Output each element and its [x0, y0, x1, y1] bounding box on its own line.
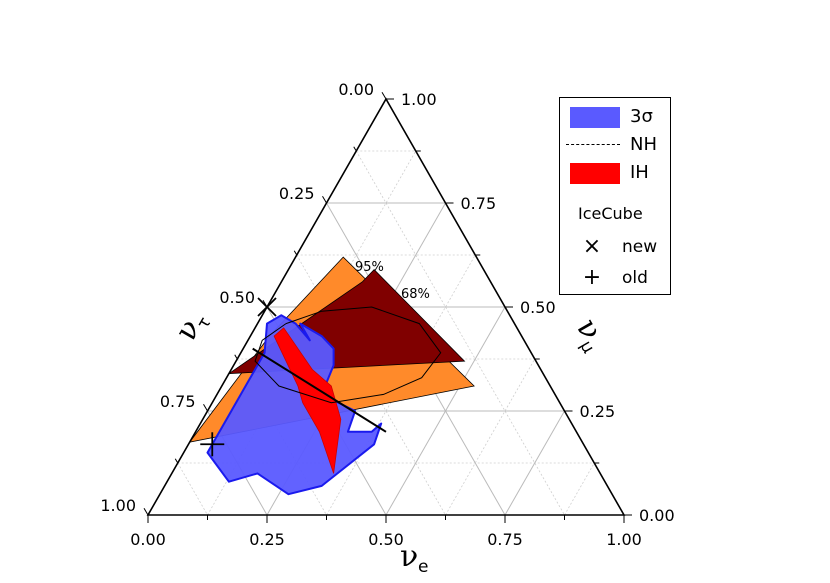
tick-label-bottom: 0.00 — [130, 530, 166, 549]
axis-title-right: ν μ — [569, 313, 608, 357]
marker-layer — [200, 297, 277, 457]
tick-left — [234, 354, 238, 360]
axis-title-bottom-symbol: ν — [400, 539, 418, 574]
sigma3-region — [206, 314, 383, 496]
tick-label-left: 0.50 — [219, 288, 255, 307]
legend-label-3sigma: 3σ — [630, 106, 653, 127]
icecube-new-marker-b — [257, 297, 277, 317]
tick-label-bottom: 1.00 — [606, 530, 642, 549]
nh-best-fit-line — [252, 347, 387, 433]
grid-line-e — [385, 306, 506, 516]
grid-line-e — [445, 358, 536, 516]
legend-label-old: old — [622, 268, 648, 288]
label-95: 95% — [355, 260, 384, 275]
tick-label-right: 0.75 — [461, 194, 497, 213]
legend-item-3sigma: 3σ — [560, 104, 670, 130]
tick-label-bottom: 0.75 — [487, 530, 523, 549]
grid-line-tau — [177, 462, 208, 516]
nh-contour-line — [254, 306, 442, 404]
legend-line-nh — [566, 144, 620, 145]
legend-icecube-title: IceCube — [578, 204, 643, 223]
legend-label-nh: NH — [630, 134, 657, 155]
tick-left — [174, 458, 179, 464]
region-layer — [188, 256, 475, 496]
legend-swatch-3sigma — [570, 107, 620, 128]
axis-title-bottom: ν e — [400, 539, 428, 577]
line-layer — [252, 306, 442, 433]
grid-line-e — [564, 462, 595, 516]
grid-line-tau — [355, 150, 565, 516]
legend: 3σ NH IH IceCube × new + old — [559, 97, 671, 295]
label-68: 68% — [401, 287, 430, 302]
tick-label-right: 0.50 — [520, 298, 556, 317]
legend-swatch-ih — [570, 163, 620, 184]
legend-label-ih: IH — [630, 162, 649, 183]
legend-plus-icon: + — [582, 265, 602, 290]
axis-title-bottom-sub: e — [418, 557, 428, 577]
tick-label-bottom: 0.25 — [249, 530, 285, 549]
tick-label-left: 0.00 — [338, 80, 374, 99]
tick-label-right: 0.25 — [580, 402, 616, 421]
tick-left — [143, 507, 149, 516]
tick-left — [381, 91, 387, 100]
legend-item-nh: NH — [560, 132, 670, 158]
tick-label-left: 0.25 — [279, 184, 315, 203]
tick-label-right: 1.00 — [401, 90, 437, 109]
legend-item-ih: IH — [560, 160, 670, 186]
axis-title-left: ν τ — [169, 313, 216, 346]
tick-label-left: 1.00 — [100, 496, 136, 515]
tick-left — [203, 403, 208, 412]
tick-label-right: 0.00 — [639, 506, 675, 525]
tick-layer: 0.00 0.00 0.00 0.25 0.25 0.25 0.50 0.50 0.50 0.75… — [100, 80, 674, 549]
tick-label-left: 0.75 — [160, 392, 196, 411]
tick-left — [353, 146, 357, 152]
grid-line-e — [504, 410, 565, 516]
ih-region — [273, 327, 342, 474]
legend-label-new: new — [622, 237, 658, 257]
tick-left — [293, 250, 298, 256]
legend-cross-icon: × — [582, 234, 602, 259]
tick-left — [322, 195, 327, 204]
tick-label-bottom: 0.50 — [368, 530, 404, 549]
